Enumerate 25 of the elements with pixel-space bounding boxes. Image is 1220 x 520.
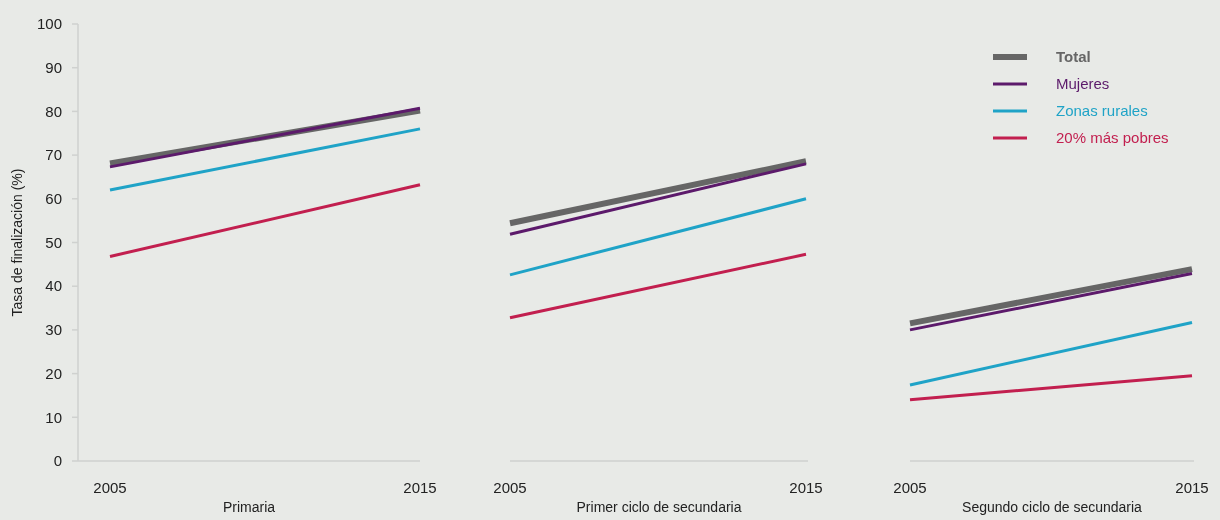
y-tick-label: 90 [45,58,62,76]
y-tick-label: 0 [53,452,62,470]
x-tick-label: 2005 [93,479,127,496]
y-tick-label: 100 [36,15,62,33]
x-tick-label: 2005 [893,479,927,496]
x-tick-label: 2005 [493,479,527,496]
legend-label: 20% más pobres [1056,129,1169,147]
y-tick-label: 30 [45,321,62,339]
x-tick-label: 2015 [789,479,823,496]
legend-label: Mujeres [1056,75,1110,93]
legend-label: Total [1056,48,1091,66]
y-tick-label: 60 [45,190,62,208]
y-tick-label: 40 [45,277,62,295]
x-tick-label: 2015 [403,479,437,496]
y-tick-label: 10 [45,408,62,426]
y-tick-label: 20 [45,364,62,382]
y-tick-label: 50 [45,233,62,251]
x-tick-label: 2015 [1175,479,1209,496]
legend-label: Zonas rurales [1056,102,1148,120]
y-tick-label: 70 [45,146,62,164]
y-tick-label: 80 [45,102,62,120]
x-axis-title: Segundo ciclo de secundaria [962,499,1143,515]
y-axis-title: Tasa de finalización (%) [9,168,25,317]
x-axis-title: Primaria [222,499,276,515]
x-axis-title: Primer ciclo de secundaria [576,499,742,515]
